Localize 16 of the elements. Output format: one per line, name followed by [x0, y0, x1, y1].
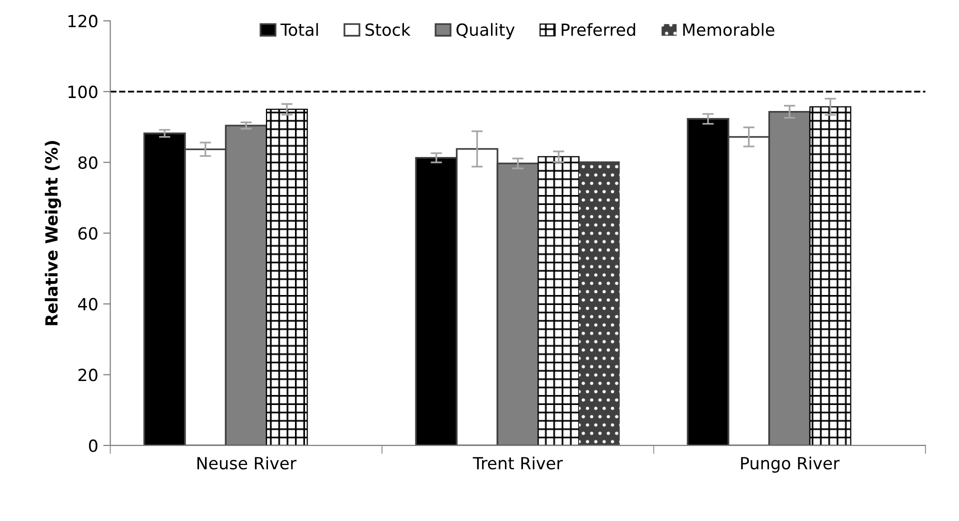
legend-label: Memorable — [683, 23, 774, 36]
x-tick-label: Trent River — [472, 456, 563, 470]
y-tick-label: 60 — [78, 227, 98, 240]
legend-label: Stock — [366, 23, 411, 36]
legend-label: Quality — [456, 23, 515, 40]
y-tick-label: 100 — [68, 86, 98, 98]
legend-label: Total — [280, 23, 318, 36]
x-tick-label: Neuse River — [197, 456, 296, 470]
x-tick-label: Pungo River — [741, 456, 840, 473]
y-tick-label: 0 — [88, 439, 98, 452]
y-tick-label: 120 — [68, 14, 98, 28]
y-axis-title: Relative Weight (%) — [44, 141, 62, 326]
legend-label: Preferred — [562, 23, 636, 36]
y-tick-label: 20 — [78, 368, 98, 382]
y-tick-label: 40 — [78, 298, 98, 310]
y-tick-label: 80 — [78, 156, 98, 169]
